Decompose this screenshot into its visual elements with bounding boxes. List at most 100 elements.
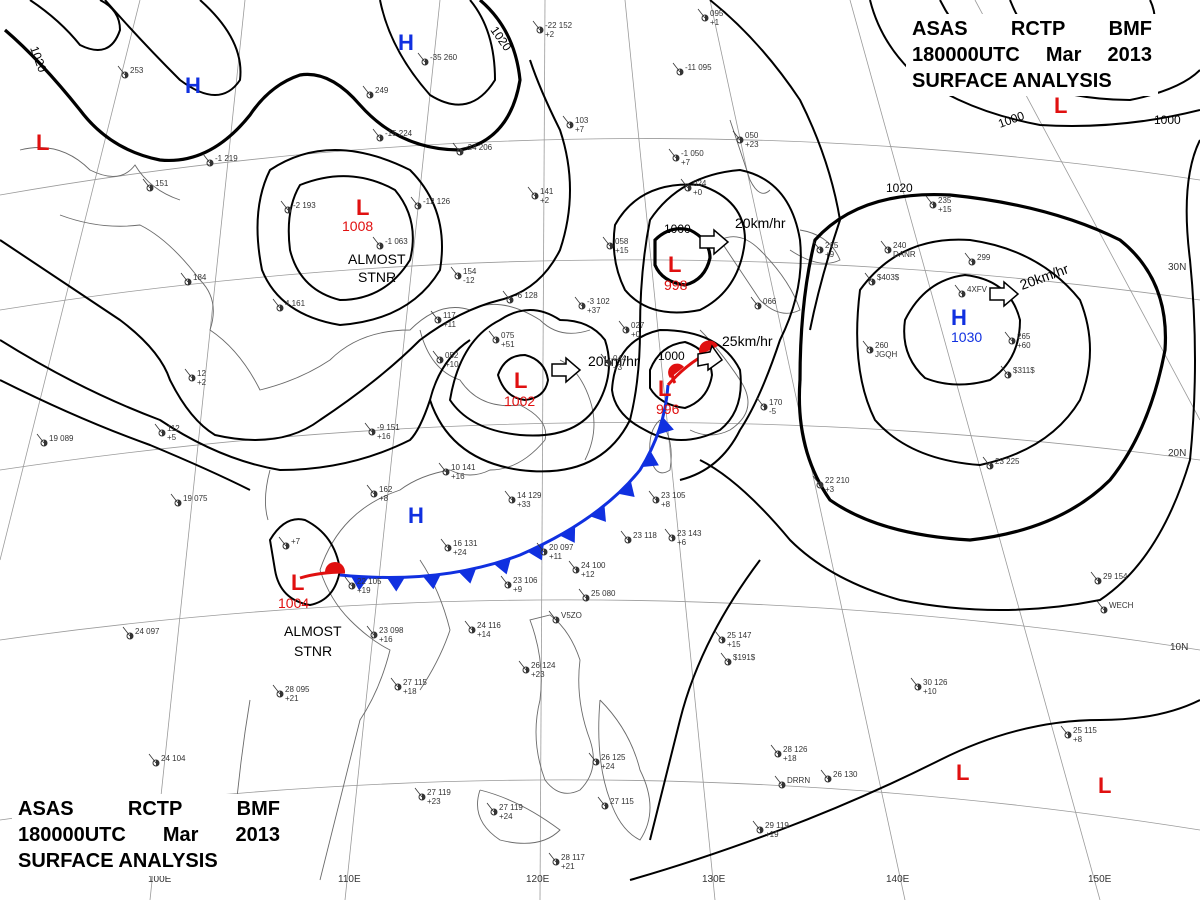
cloud-cover-icon [130, 633, 133, 639]
station-value: 27 119 [499, 803, 523, 812]
station-value: 052 [445, 351, 459, 360]
station-plot: -15 224 [372, 128, 413, 142]
wind-barb-icon [202, 153, 211, 164]
wind-barb-icon [272, 298, 281, 309]
station-value: 162 [379, 485, 393, 494]
station-plot: +7 [278, 536, 301, 550]
station-plot: DRRN [774, 775, 810, 789]
wind-barb-icon [568, 560, 577, 571]
title-year: 2013 [1107, 44, 1152, 66]
cold-front-triangle-icon [386, 577, 405, 592]
station-value: -35 260 [430, 53, 458, 62]
cold-front-triangle-icon [642, 450, 659, 467]
wind-barb-icon [648, 490, 657, 501]
station-plot: 23 098+16 [366, 625, 404, 644]
title-month: Mar [1045, 44, 1082, 66]
cloud-cover-icon [458, 273, 461, 279]
station-value: +8 [379, 494, 389, 503]
coastlines [19, 119, 841, 881]
station-value: -5 [769, 407, 777, 416]
wind-barb-icon [518, 660, 527, 671]
station-plot: 24 104 [148, 753, 186, 767]
cloud-cover-icon [610, 243, 613, 249]
wind-barb-icon [620, 530, 629, 541]
station-value: 27 115 [403, 678, 427, 687]
station-plot: 249 [362, 85, 389, 99]
station-value: 22 105 [357, 577, 382, 586]
station-value: +23 [531, 670, 545, 679]
cloud-cover-icon [760, 827, 763, 833]
wind-barb-icon [154, 423, 163, 434]
wind-barb-icon [450, 266, 459, 277]
cloud-cover-icon [628, 537, 631, 543]
station-value: +11 [549, 552, 563, 561]
station-plot: -1 050+7 [668, 148, 704, 167]
station-value: +23 [745, 140, 759, 149]
station-plot: 299 [964, 252, 991, 266]
wind-barb-icon [464, 620, 473, 631]
cloud-cover-icon [722, 637, 725, 643]
cloud-cover-icon [280, 305, 283, 311]
cloud-cover-icon [425, 59, 428, 65]
station-value: +2 [545, 30, 555, 39]
station-plot: WECH [1096, 600, 1134, 614]
title-station: RCTP [127, 798, 183, 820]
station-plot: 27 119+23 [414, 787, 451, 806]
station-value: 20 097 [549, 543, 574, 552]
station-value: +24 [499, 812, 513, 821]
title-time: 180000UTC [912, 44, 1020, 66]
station-plot: 23 225 [982, 456, 1020, 470]
wind-barb-icon [414, 787, 423, 798]
station-value: +6 [677, 538, 687, 547]
map-title: ASAS RCTP BMF 180000UTC Mar 2013 SURFACE… [906, 14, 1158, 96]
station-value: 24 104 [161, 754, 186, 763]
cloud-cover-icon [828, 776, 831, 782]
wind-barb-icon [372, 236, 381, 247]
cold-front-triangle-icon [590, 505, 606, 522]
station-value: 4 161 [285, 299, 306, 308]
wind-barb-icon [452, 142, 461, 153]
station-value: 24 097 [135, 627, 160, 636]
cold-front-triangle-icon [350, 576, 369, 591]
station-plot: 12+2 [184, 368, 207, 387]
station-value: +0 [693, 188, 703, 197]
high-center-letter: H [398, 30, 414, 55]
station-value: +5 [167, 433, 177, 442]
station-value: 299 [977, 253, 991, 262]
station-plot: 23 143+6 [664, 528, 702, 547]
station-value: -22 152 [545, 21, 573, 30]
cold-front-triangle-icon [657, 417, 674, 435]
cloud-cover-icon [192, 375, 195, 381]
wind-barb-icon [486, 802, 495, 813]
station-value: 141 [540, 187, 554, 196]
cloud-cover-icon [556, 617, 559, 623]
cloud-cover-icon [512, 497, 515, 503]
cloud-cover-icon [626, 327, 629, 333]
station-value: +21 [561, 862, 575, 871]
cloud-cover-icon [535, 193, 538, 199]
station-plot: 066 [750, 296, 777, 310]
title-line-2: 180000UTC Mar 2013 [18, 822, 280, 848]
wind-barb-icon [532, 20, 541, 31]
station-plot: 162+8 [366, 484, 393, 503]
station-value: 23 098 [379, 626, 404, 635]
station-plot: 24 097 [122, 626, 160, 640]
station-value: 23 105 [661, 491, 686, 500]
station-value: +51 [501, 340, 515, 349]
cold-front-triangle-icon [527, 543, 544, 561]
wind-barb-icon [664, 528, 673, 539]
station-value: -12 [463, 276, 475, 285]
station-value: 240 [893, 241, 907, 250]
station-value: -1 219 [215, 154, 238, 163]
cloud-cover-icon [370, 92, 373, 98]
title-product: SURFACE ANALYSIS [18, 850, 218, 872]
station-plot: 23 118 [620, 530, 657, 544]
station-value: +8 [661, 500, 671, 509]
cloud-cover-icon [1012, 338, 1015, 344]
wind-barb-icon [597, 796, 606, 807]
station-value: +14 [477, 630, 491, 639]
station-plot: 215+9 [812, 240, 839, 259]
station-plot: 170-5 [756, 397, 783, 416]
low-center-letter: L [956, 760, 969, 785]
station-plot: 23 105+8 [648, 490, 686, 509]
